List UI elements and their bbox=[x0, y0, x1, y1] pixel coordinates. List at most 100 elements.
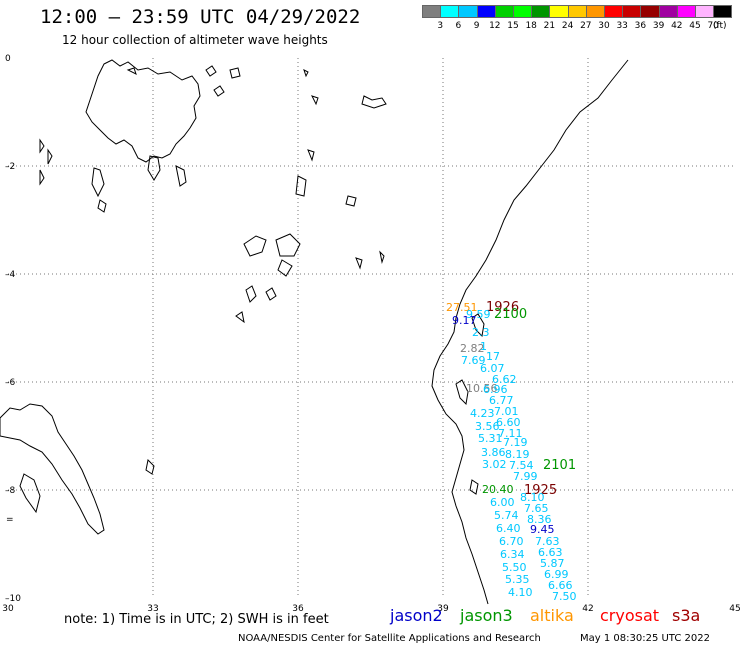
scale-label: 33 bbox=[616, 21, 628, 31]
wave-height-value: 7.54 bbox=[509, 459, 534, 472]
satellite-legend-entry: altika bbox=[530, 606, 574, 625]
scale-label: 27 bbox=[580, 21, 592, 31]
longitude-label: 42 bbox=[582, 604, 593, 614]
wave-height-value: 6.96 bbox=[483, 383, 508, 396]
latitude-label: –6 bbox=[5, 378, 16, 388]
longitude-label: 33 bbox=[147, 604, 158, 614]
wave-height-value: 4.23 bbox=[470, 407, 495, 420]
scale-swatch bbox=[622, 5, 642, 18]
wave-height-value: 8.19 bbox=[505, 448, 530, 461]
satellite-legend-entry: jason2 bbox=[390, 606, 443, 625]
wave-height-value: 6.40 bbox=[496, 522, 521, 535]
scale-label: 15 bbox=[507, 21, 519, 31]
satellite-legend-entry: cryosat bbox=[600, 606, 660, 625]
satellite-legend-entry: s3a bbox=[672, 606, 701, 625]
wave-height-value: 6.70 bbox=[499, 535, 524, 548]
wave-height-value: 6.62 bbox=[492, 373, 517, 386]
latitude-label: –8 bbox=[5, 486, 16, 496]
wave-height-value: 6.34 bbox=[500, 548, 525, 561]
latitude-axis-labels: 0 –2 –4 –6 –8 –10 bbox=[5, 54, 21, 604]
scale-swatch bbox=[476, 5, 496, 18]
scale-label: 39 bbox=[652, 21, 665, 31]
wave-height-value: 9.59 bbox=[466, 308, 491, 321]
scale-swatch bbox=[531, 5, 551, 18]
longitude-label: 45 bbox=[729, 604, 740, 614]
wave-height-value: 6.77 bbox=[489, 394, 514, 407]
wave-height-value: 8.36 bbox=[527, 513, 552, 526]
map-subtitle: 12 hour collection of altimeter wave hei… bbox=[62, 33, 328, 47]
satellite-legend-entry: jason3 bbox=[460, 606, 513, 625]
map-note: note: 1) Time is in UTC; 2) SWH is in fe… bbox=[64, 612, 329, 627]
map-tick-mark: = bbox=[6, 515, 14, 525]
mafia-island bbox=[469, 479, 479, 495]
scale-label: 6 bbox=[455, 21, 462, 31]
wave-height-value: 5.87 bbox=[540, 557, 565, 570]
lake-lakes-central bbox=[235, 95, 387, 324]
wave-height-value: 2.3 bbox=[472, 326, 490, 339]
scale-swatch bbox=[458, 5, 478, 18]
lake-fragments-southwest bbox=[19, 458, 155, 514]
pemba-island bbox=[471, 313, 485, 338]
wave-height-value: 1 bbox=[480, 340, 487, 353]
scale-swatch bbox=[513, 5, 533, 18]
wave-height-value: 7.19 bbox=[503, 436, 528, 449]
scale-label: 12 bbox=[489, 21, 501, 31]
scale-swatch bbox=[567, 5, 587, 18]
scale-label: 21 bbox=[543, 21, 556, 31]
scale-label: 24 bbox=[561, 21, 574, 31]
wave-height-value: 6.66 bbox=[548, 579, 573, 592]
scale-label: 42 bbox=[671, 21, 683, 31]
scale-swatch bbox=[604, 5, 624, 18]
longitude-axis-labels: 30 33 36 39 42 45 bbox=[2, 604, 740, 614]
longitude-label: 39 bbox=[437, 604, 449, 614]
latitude-label: 0 bbox=[5, 54, 11, 64]
track-number-label: 1926 bbox=[486, 300, 519, 315]
zanzibar-island bbox=[455, 379, 469, 406]
scale-swatch bbox=[422, 5, 442, 18]
scale-swatch bbox=[695, 5, 715, 18]
footer-timestamp: May 1 08:30:25 UTC 2022 bbox=[580, 633, 710, 644]
scale-swatch bbox=[549, 5, 569, 18]
wave-height-value: 2.82 bbox=[460, 342, 485, 355]
latitude-label: –10 bbox=[5, 594, 21, 604]
coastlines bbox=[0, 59, 629, 605]
longitude-label: 36 bbox=[292, 604, 304, 614]
wave-height-value: 7.63 bbox=[535, 535, 560, 548]
wave-height-value: 6.60 bbox=[496, 416, 521, 429]
scale-swatch bbox=[658, 5, 678, 18]
east-africa-coastline bbox=[431, 59, 629, 605]
track-number-label: 2101 bbox=[543, 458, 576, 473]
scale-unit-label: (ft) bbox=[713, 21, 727, 31]
wave-height-value: 6.07 bbox=[480, 362, 505, 375]
wave-height-value: 5.35 bbox=[505, 573, 530, 586]
wave-height-value: 20.40 bbox=[482, 483, 514, 496]
latitude-label: –2 bbox=[5, 162, 15, 172]
wave-height-value: 7.11 bbox=[498, 427, 523, 440]
latitude-label: –4 bbox=[5, 270, 16, 280]
wave-height-value: 3.56 bbox=[475, 420, 500, 433]
wave-height-value: 27.51 bbox=[446, 301, 478, 314]
wave-height-value: 7.50 bbox=[552, 590, 577, 603]
lake-victoria-islands bbox=[126, 65, 241, 97]
wave-height-value: 6.63 bbox=[538, 546, 563, 559]
scale-swatch bbox=[494, 5, 514, 18]
wave-height-value: 9.17 bbox=[452, 314, 477, 327]
scale-swatch bbox=[676, 5, 696, 18]
wave-height-value: 3.02 bbox=[482, 458, 507, 471]
footer-credit: NOAA/NESDIS Center for Satellite Applica… bbox=[238, 633, 541, 644]
lake-tanganyika-outline bbox=[0, 403, 105, 535]
track-number-label: 2100 bbox=[494, 307, 527, 322]
wave-height-value: 7.69 bbox=[461, 354, 486, 367]
wave-height-value: 7.99 bbox=[513, 470, 538, 483]
scale-label: 45 bbox=[689, 21, 701, 31]
wave-height-value: 10.56 bbox=[466, 382, 498, 395]
scale-label: 36 bbox=[634, 21, 647, 31]
scale-label: 3 bbox=[437, 21, 444, 31]
lat-lon-grid bbox=[8, 58, 735, 598]
wave-height-value: 7.01 bbox=[494, 405, 519, 418]
wave-height-value: 8.10 bbox=[520, 491, 545, 504]
wave-height-value: 7.65 bbox=[524, 502, 549, 515]
